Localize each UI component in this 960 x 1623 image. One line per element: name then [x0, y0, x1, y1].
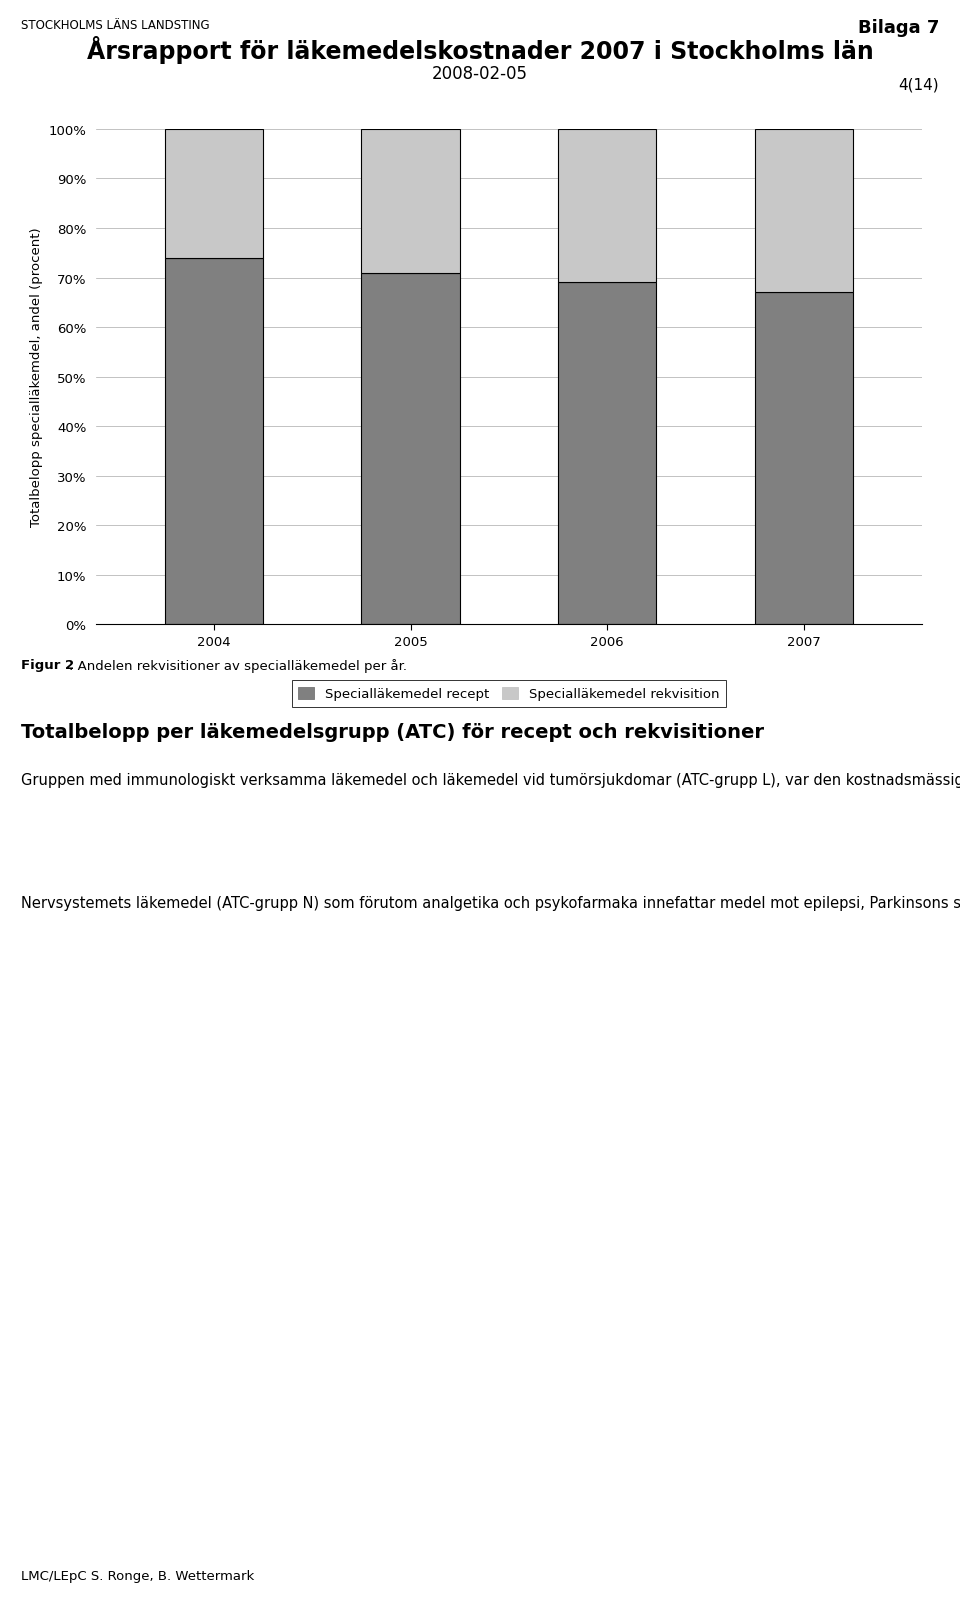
Bar	[755, 130, 852, 294]
Bar	[165, 130, 263, 258]
Legend: Specialläkemedel recept, Specialläkemedel rekvisition: Specialläkemedel recept, Specialläkemede…	[292, 682, 726, 708]
Y-axis label: Totalbelopp specialläkemdel, andel (procent): Totalbelopp specialläkemdel, andel (proc…	[30, 227, 43, 527]
Bar	[361, 273, 460, 625]
Text: Gruppen med immunologiskt verksamma läkemedel och läkemedel vid tumörsjukdomar (: Gruppen med immunologiskt verksamma läke…	[21, 771, 960, 787]
Text: STOCKHOLMS LÄNS LANDSTING: STOCKHOLMS LÄNS LANDSTING	[21, 19, 209, 32]
Bar	[165, 258, 263, 625]
Text: LMC/LEpC S. Ronge, B. Wettermark: LMC/LEpC S. Ronge, B. Wettermark	[21, 1569, 254, 1582]
Text: 2008-02-05: 2008-02-05	[432, 65, 528, 83]
Bar	[755, 294, 852, 625]
Text: Totalbelopp per läkemedelsgrupp (ATC) för recept och rekvisitioner: Totalbelopp per läkemedelsgrupp (ATC) fö…	[21, 722, 764, 742]
Text: : Andelen rekvisitioner av specialläkemedel per år.: : Andelen rekvisitioner av specialläkeme…	[69, 659, 407, 674]
Bar	[558, 130, 657, 284]
Bar	[558, 284, 657, 625]
Bar	[361, 130, 460, 273]
Text: 4(14): 4(14)	[899, 78, 939, 93]
Text: Figur 2: Figur 2	[21, 659, 74, 672]
Text: Nervsystemets läkemedel (ATC-grupp N) som förutom analgetika och psykofarmaka in: Nervsystemets läkemedel (ATC-grupp N) so…	[21, 893, 960, 911]
Text: Årsrapport för läkemedelskostnader 2007 i Stockholms län: Årsrapport för läkemedelskostnader 2007 …	[86, 36, 874, 63]
Text: Bilaga 7: Bilaga 7	[857, 19, 939, 37]
